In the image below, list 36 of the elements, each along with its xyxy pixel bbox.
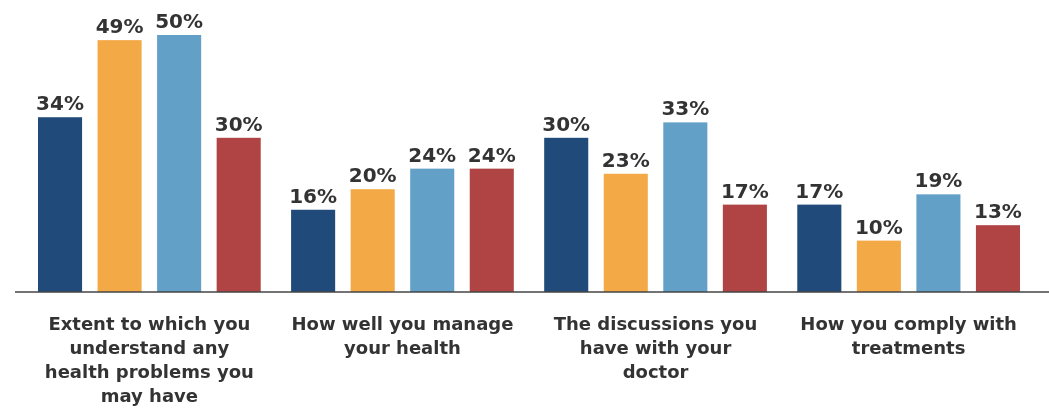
x-tick-label: How well you manage your health: [291, 313, 514, 358]
data-label: 30%: [214, 111, 263, 136]
x-tick-label: Extent to which you understand any health problems you may have: [44, 313, 254, 406]
x-tick-label: How you comply with treatments: [800, 313, 1017, 358]
data-label: 50%: [155, 9, 204, 33]
bar: [916, 194, 961, 292]
data-label: 49%: [95, 14, 144, 39]
bar: [410, 168, 455, 292]
data-label: 10%: [854, 214, 903, 239]
bar: [291, 209, 336, 292]
bar: [722, 204, 767, 292]
data-label: 23%: [601, 147, 650, 172]
x-tick-label: The discussions you have with your doctor: [553, 313, 758, 382]
data-label: 34%: [36, 91, 84, 116]
data-label: 30%: [542, 111, 591, 136]
data-label: 24%: [467, 142, 516, 167]
data-label: 19%: [914, 168, 963, 193]
bar: [975, 225, 1020, 292]
data-label: 13%: [974, 199, 1022, 224]
data-label: 17%: [795, 178, 844, 203]
bar: [97, 40, 142, 292]
bar: [469, 168, 514, 292]
data-label: 24%: [408, 142, 457, 167]
bar: [856, 240, 901, 292]
bar: [157, 35, 202, 292]
bar: [350, 189, 395, 292]
bar: [603, 173, 648, 292]
data-label: 16%: [289, 183, 338, 208]
bar: [797, 204, 842, 292]
data-label: 20%: [348, 163, 397, 188]
bar: [216, 137, 261, 292]
data-label: 33%: [661, 96, 710, 121]
bar: [663, 122, 708, 292]
bar: [544, 137, 589, 292]
bar: [38, 117, 83, 292]
data-label: 17%: [720, 178, 769, 203]
